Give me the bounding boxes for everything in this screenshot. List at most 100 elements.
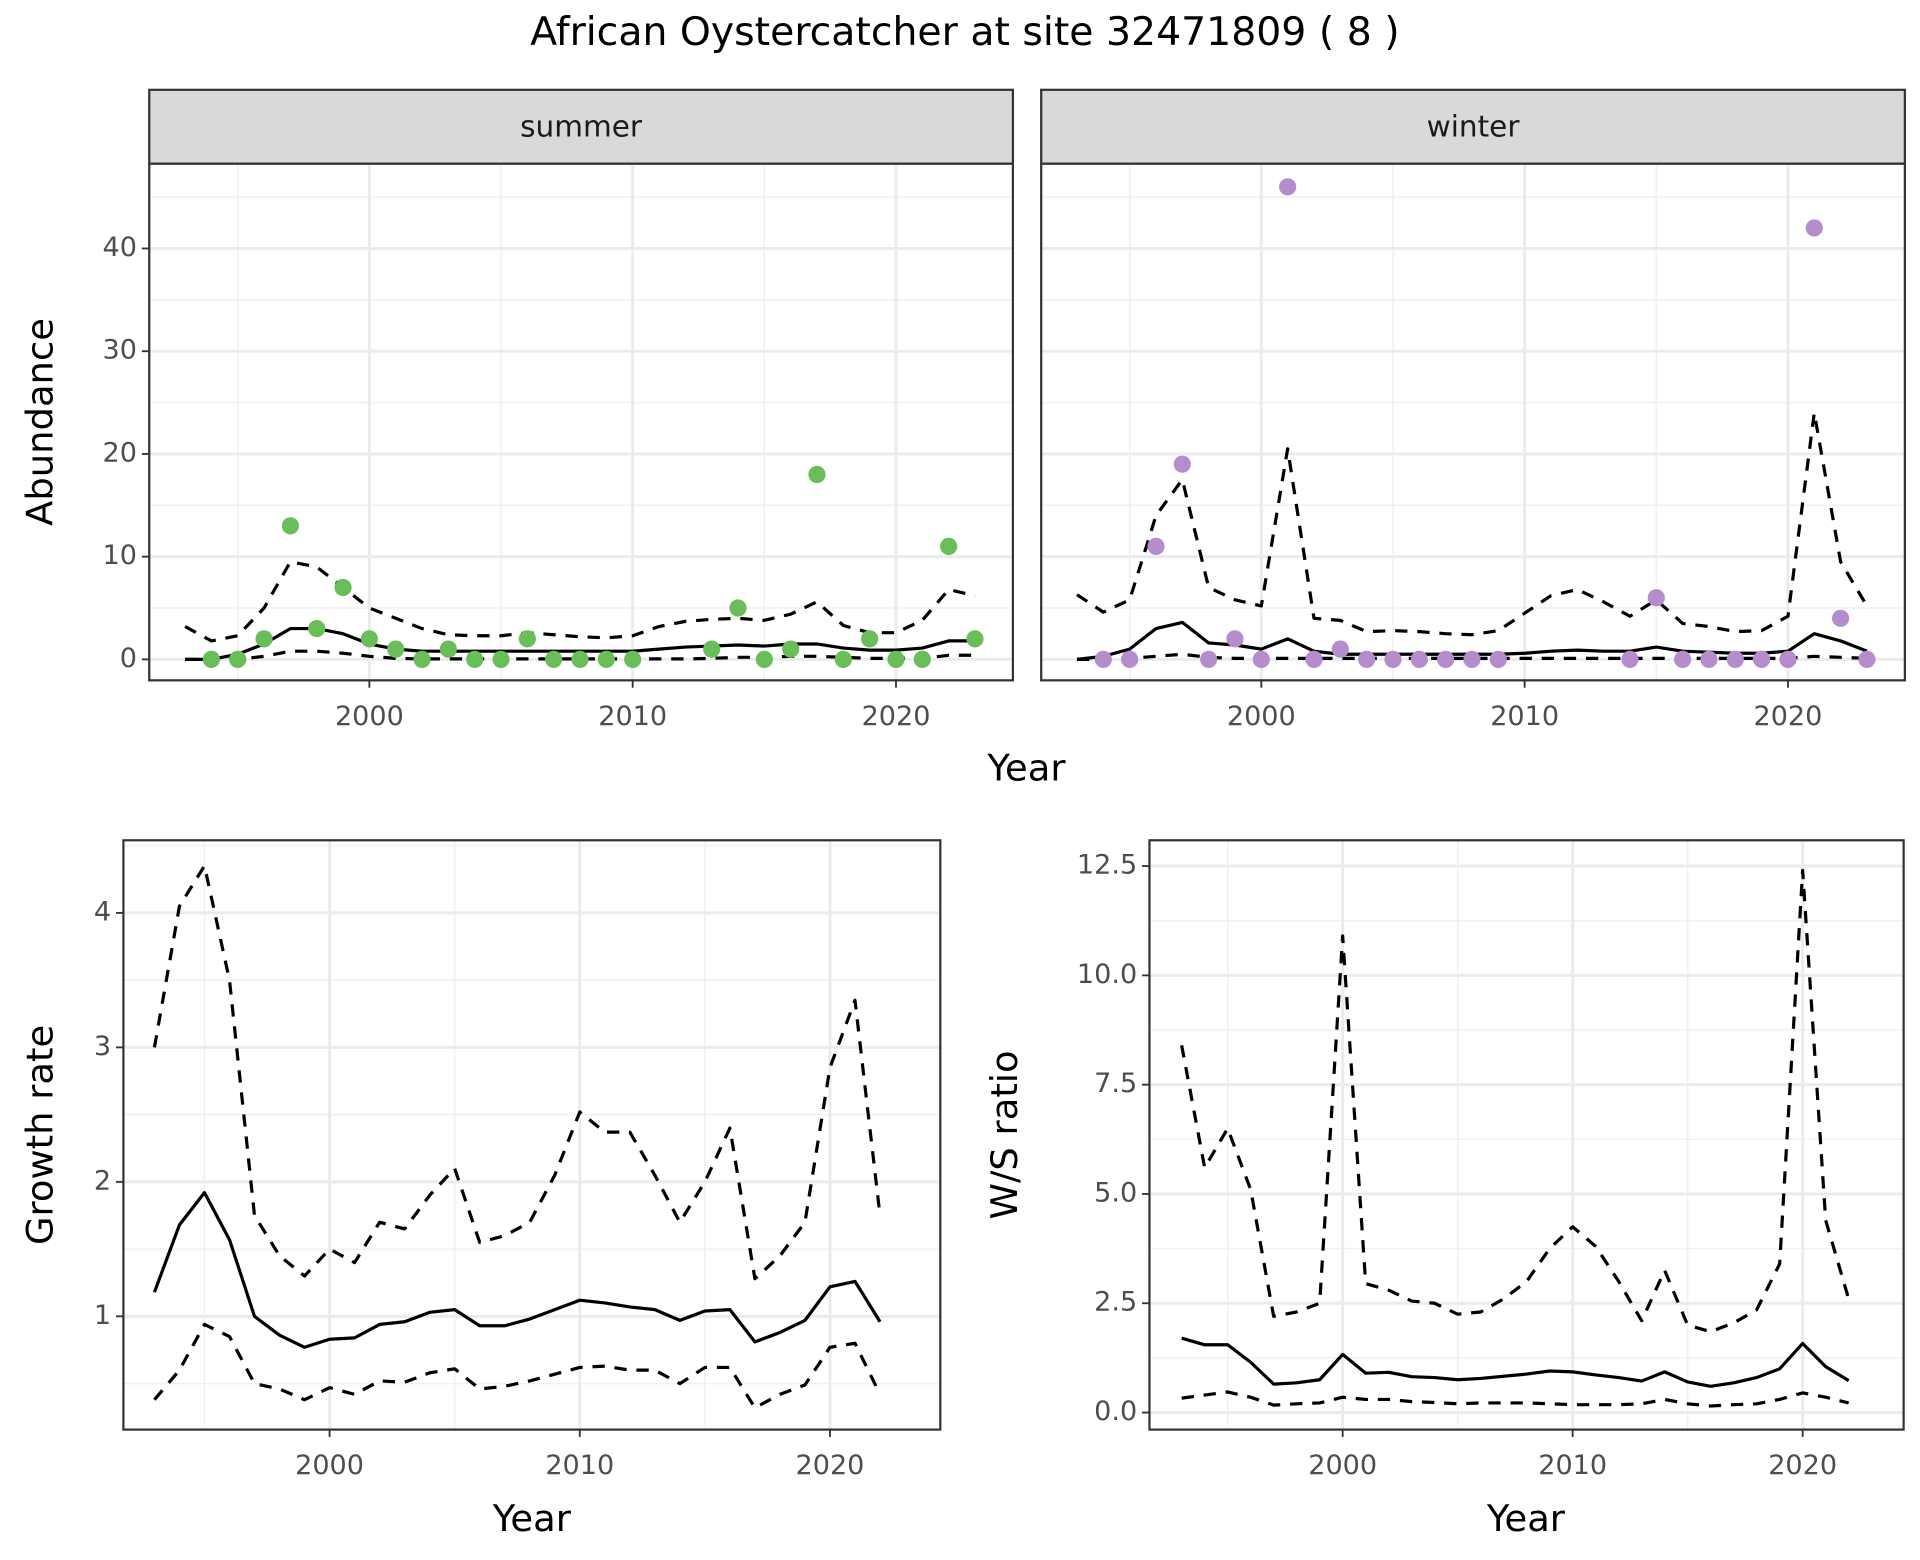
data-point xyxy=(255,630,273,648)
y-tick-label: 3 xyxy=(94,1031,111,1062)
panel-background xyxy=(149,163,1013,681)
x-tick-label: 2020 xyxy=(1754,701,1823,732)
data-point xyxy=(703,640,721,658)
x-tick-label: 2010 xyxy=(598,701,667,732)
panel-border xyxy=(1148,839,1905,1431)
y-tick-label: 1 xyxy=(94,1300,111,1331)
data-point xyxy=(1437,650,1455,669)
data-point xyxy=(1647,589,1665,607)
data-point xyxy=(360,630,378,648)
y-axis-title: Growth rate xyxy=(19,1025,62,1245)
data-point xyxy=(1753,650,1771,669)
panel-background xyxy=(1149,840,1904,1430)
data-point xyxy=(1147,537,1165,556)
data-point xyxy=(834,650,852,669)
estimate-line xyxy=(1181,1336,1850,1388)
y-tick-label: 10.0 xyxy=(1077,959,1137,990)
data-point xyxy=(466,650,484,669)
y-tick-label: 4 xyxy=(94,896,111,927)
interval-line xyxy=(152,864,882,1281)
facet-label: winter xyxy=(1427,109,1521,143)
data-point xyxy=(413,650,431,669)
data-point xyxy=(202,650,220,669)
data-point xyxy=(518,630,536,648)
data-point xyxy=(492,650,510,669)
data-point xyxy=(545,650,563,669)
y-tick-label: 30 xyxy=(103,335,137,366)
data-point xyxy=(887,650,905,669)
data-point xyxy=(940,537,958,556)
data-point xyxy=(755,650,773,669)
x-tick-label: 2010 xyxy=(1538,1450,1607,1481)
data-point xyxy=(1279,178,1297,196)
x-tick-label: 2000 xyxy=(1308,1450,1377,1481)
facet-label: summer xyxy=(520,109,643,143)
data-point xyxy=(1173,455,1191,473)
data-point xyxy=(387,640,405,658)
data-point xyxy=(1384,650,1402,669)
data-point xyxy=(1858,650,1876,669)
data-point xyxy=(729,599,747,617)
y-tick-label: 2 xyxy=(94,1165,111,1196)
data-point xyxy=(334,578,352,597)
data-point xyxy=(1700,650,1718,669)
data-point xyxy=(229,650,247,669)
y-tick-label: 7.5 xyxy=(1094,1068,1137,1099)
data-point xyxy=(1726,650,1744,669)
data-point xyxy=(1831,609,1850,627)
data-point xyxy=(1489,650,1507,669)
y-tick-label: 5.0 xyxy=(1094,1177,1137,1208)
y-tick-label: 0.0 xyxy=(1094,1396,1137,1427)
data-point xyxy=(1779,650,1797,669)
y-axis-title: Abundance xyxy=(19,318,62,526)
interval-line xyxy=(1076,411,1869,637)
panel-border xyxy=(122,839,942,1431)
interval-line xyxy=(1180,868,1851,1334)
x-axis-title: Year xyxy=(986,747,1066,790)
data-point xyxy=(966,630,984,648)
interval-line xyxy=(1181,1390,1850,1408)
data-point xyxy=(861,630,879,648)
data-point xyxy=(1358,650,1376,669)
y-tick-label: 2.5 xyxy=(1094,1287,1137,1318)
data-point xyxy=(1463,650,1481,669)
x-tick-label: 2000 xyxy=(335,701,404,732)
data-point xyxy=(308,619,326,638)
panel-background xyxy=(1041,163,1905,681)
data-point xyxy=(1252,650,1270,669)
data-point xyxy=(1621,650,1639,669)
x-tick-label: 2020 xyxy=(862,701,931,732)
x-tick-label: 2000 xyxy=(1227,701,1296,732)
interval-line xyxy=(153,1322,882,1410)
data-point xyxy=(782,640,800,658)
data-point xyxy=(597,650,615,669)
x-tick-label: 2010 xyxy=(545,1450,614,1481)
interval-line xyxy=(184,560,976,643)
data-point xyxy=(808,465,826,484)
x-axis-title: Year xyxy=(1486,1497,1566,1540)
y-tick-label: 12.5 xyxy=(1077,850,1137,881)
y-tick-label: 10 xyxy=(103,540,137,571)
data-point xyxy=(281,517,299,535)
y-tick-label: 20 xyxy=(103,437,137,468)
data-point xyxy=(1226,630,1244,648)
data-point xyxy=(571,650,589,669)
data-point xyxy=(1331,640,1349,658)
data-point xyxy=(913,650,931,669)
x-tick-label: 2000 xyxy=(295,1450,364,1481)
data-point xyxy=(1121,650,1139,669)
data-point xyxy=(624,650,642,669)
figure-title: African Oystercatcher at site 32471809 (… xyxy=(530,9,1399,55)
panel-background xyxy=(123,840,941,1430)
data-point xyxy=(1410,650,1428,669)
y-axis-title: W/S ratio xyxy=(983,1050,1026,1219)
data-point xyxy=(1094,650,1112,669)
y-tick-label: 0 xyxy=(120,643,137,674)
data-point xyxy=(1200,650,1218,669)
data-point xyxy=(1805,219,1823,237)
data-point xyxy=(439,640,457,658)
data-point xyxy=(1674,650,1692,669)
facet-strip xyxy=(1040,88,1906,165)
x-tick-label: 2020 xyxy=(1768,1450,1837,1481)
